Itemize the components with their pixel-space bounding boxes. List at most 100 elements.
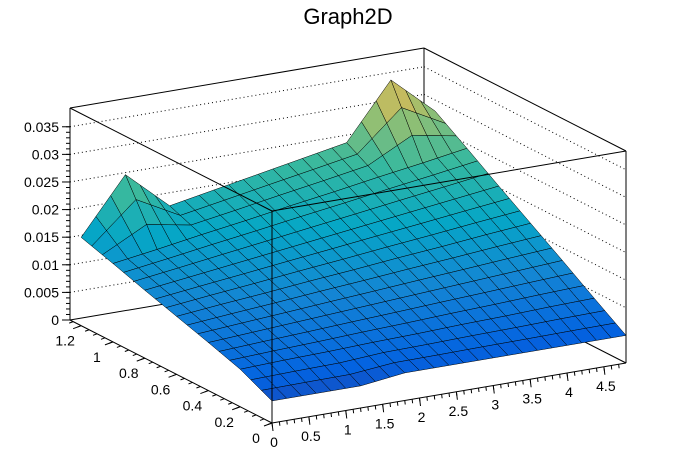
x-minor-tick <box>588 369 591 374</box>
y-minor-tick <box>251 414 257 417</box>
x-minor-tick <box>293 419 296 424</box>
y-tick-label: 0.8 <box>119 365 139 381</box>
x-minor-tick <box>286 420 288 425</box>
x-tick-label: 2 <box>418 409 426 425</box>
x-minor-tick <box>330 412 332 418</box>
x-minor-tick <box>522 380 524 385</box>
surface-cell <box>260 387 288 402</box>
x-minor-tick <box>337 411 340 416</box>
y-minor-tick <box>116 345 122 348</box>
x-minor-tick <box>470 389 473 394</box>
x-minor-tick <box>278 421 281 426</box>
x-minor-tick <box>426 396 428 401</box>
x-minor-tick <box>308 416 310 421</box>
box-edge <box>271 150 627 212</box>
x-minor-tick <box>500 384 502 389</box>
z-tick-label: 0.035 <box>24 119 59 135</box>
x-tick-label: 1.5 <box>375 415 395 431</box>
x-minor-tick <box>345 410 347 415</box>
y-minor-tick <box>148 361 153 365</box>
x-minor-tick <box>271 422 273 428</box>
x-minor-tick <box>529 379 532 384</box>
x-tick-label: 2.5 <box>449 403 469 419</box>
x-minor-tick <box>618 364 620 369</box>
x-minor-tick <box>514 381 517 386</box>
x-minor-tick <box>352 409 355 414</box>
x-minor-tick <box>596 367 598 373</box>
y-minor-tick <box>204 390 209 393</box>
y-minor-tick <box>212 394 217 397</box>
x-minor-tick <box>559 374 561 379</box>
x-minor-tick <box>411 399 414 404</box>
y-minor-tick <box>164 369 169 373</box>
x-minor-tick <box>573 371 576 376</box>
x-minor-tick <box>404 400 406 405</box>
x-tick-label: 4 <box>565 384 573 400</box>
y-minor-tick <box>156 365 161 369</box>
y-minor-tick <box>84 329 90 332</box>
x-minor-tick <box>463 390 465 395</box>
x-minor-tick <box>389 402 391 408</box>
x-minor-tick <box>360 407 362 413</box>
y-minor-tick <box>124 349 130 352</box>
y-axis-line <box>69 319 273 424</box>
y-minor-tick <box>92 333 98 336</box>
y-minor-tick <box>108 341 114 344</box>
y-tick-label: 1 <box>93 349 101 365</box>
x-minor-tick <box>581 370 583 375</box>
x-tick-label: 3 <box>491 397 499 413</box>
y-minor-tick <box>132 353 137 357</box>
y-minor-tick <box>228 402 233 405</box>
z-tick-label: 0.005 <box>24 284 59 300</box>
x-minor-tick <box>448 392 450 398</box>
y-tick-label: 1.2 <box>55 333 75 349</box>
z-tick-label: 0 <box>51 312 59 328</box>
z-tick-label: 0.01 <box>32 257 59 273</box>
x-minor-tick <box>551 375 554 380</box>
x-minor-tick <box>315 415 318 420</box>
x-minor-tick <box>433 395 436 400</box>
x-tick-label: 1 <box>344 422 352 438</box>
x-minor-tick <box>419 397 421 403</box>
x-tick-label: 3.5 <box>522 390 542 406</box>
y-minor-tick <box>180 377 185 381</box>
y-minor-tick <box>69 321 74 324</box>
y-minor-tick <box>220 398 225 401</box>
x-minor-tick <box>382 404 384 409</box>
x-minor-tick <box>374 405 377 410</box>
x-minor-tick <box>492 385 495 390</box>
x-minor-tick <box>441 394 443 399</box>
x-minor-tick <box>566 372 568 378</box>
y-tick-label: 0.6 <box>151 381 171 397</box>
y-minor-tick <box>188 381 193 385</box>
box-edge <box>423 47 627 152</box>
y-minor-tick <box>236 406 241 409</box>
x-minor-tick <box>485 386 487 391</box>
y-minor-tick <box>196 386 201 389</box>
y-minor-tick <box>259 418 265 421</box>
y-tick-label: 0 <box>252 430 260 446</box>
box-edge <box>69 107 273 212</box>
x-minor-tick <box>507 382 509 388</box>
x-minor-tick <box>301 417 303 423</box>
z-tick-label: 0.025 <box>24 174 59 190</box>
y-tick-label: 0.4 <box>183 398 203 414</box>
x-minor-tick <box>455 391 458 396</box>
z-gridline-right <box>423 121 627 226</box>
z-gridline-right <box>423 149 627 254</box>
y-minor-tick <box>76 325 82 328</box>
x-tick-label: 4.5 <box>596 378 616 394</box>
x-minor-tick <box>323 414 325 419</box>
x-minor-tick <box>478 387 480 393</box>
z-gridline-right <box>423 66 627 171</box>
y-minor-tick <box>243 410 249 413</box>
box-edge <box>69 47 425 109</box>
x-minor-tick <box>544 376 546 381</box>
chart-title: Graph2D <box>303 4 393 29</box>
y-minor-tick <box>100 337 106 340</box>
y-minor-tick <box>172 373 177 377</box>
y-tick-label: 0.2 <box>214 414 234 430</box>
z-tick-label: 0.015 <box>24 229 59 245</box>
x-tick-label: 0 <box>270 434 278 450</box>
